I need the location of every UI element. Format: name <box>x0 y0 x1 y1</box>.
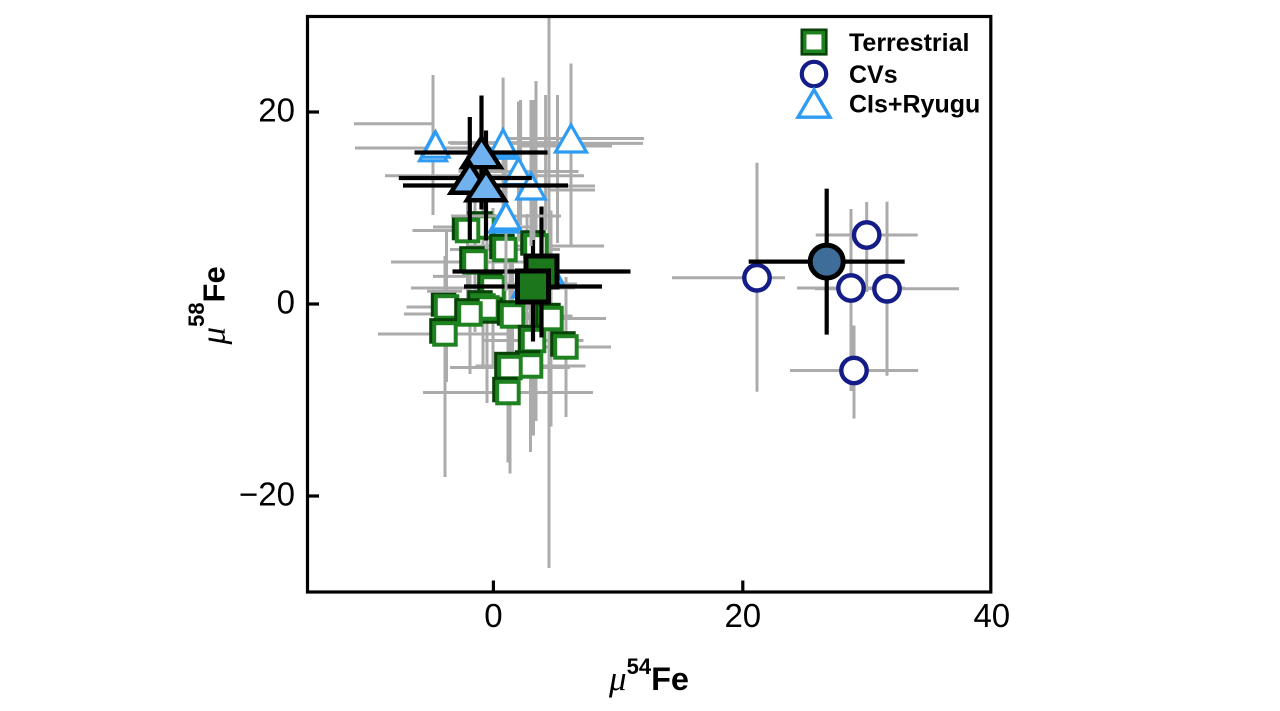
svg-text:0: 0 <box>277 284 295 321</box>
svg-text:μ58Fe: μ58Fe <box>184 266 233 345</box>
svg-text:20: 20 <box>258 92 295 129</box>
svg-text:−20: −20 <box>239 476 295 513</box>
svg-text:40: 40 <box>973 597 1010 634</box>
svg-text:0: 0 <box>484 597 502 634</box>
svg-text:Terrestrial: Terrestrial <box>849 29 969 57</box>
svg-text:μ54Fe: μ54Fe <box>608 654 689 698</box>
svg-text:20: 20 <box>724 597 761 634</box>
svg-text:CIs+Ryugu: CIs+Ryugu <box>849 91 980 119</box>
svg-text:CVs: CVs <box>849 61 898 89</box>
